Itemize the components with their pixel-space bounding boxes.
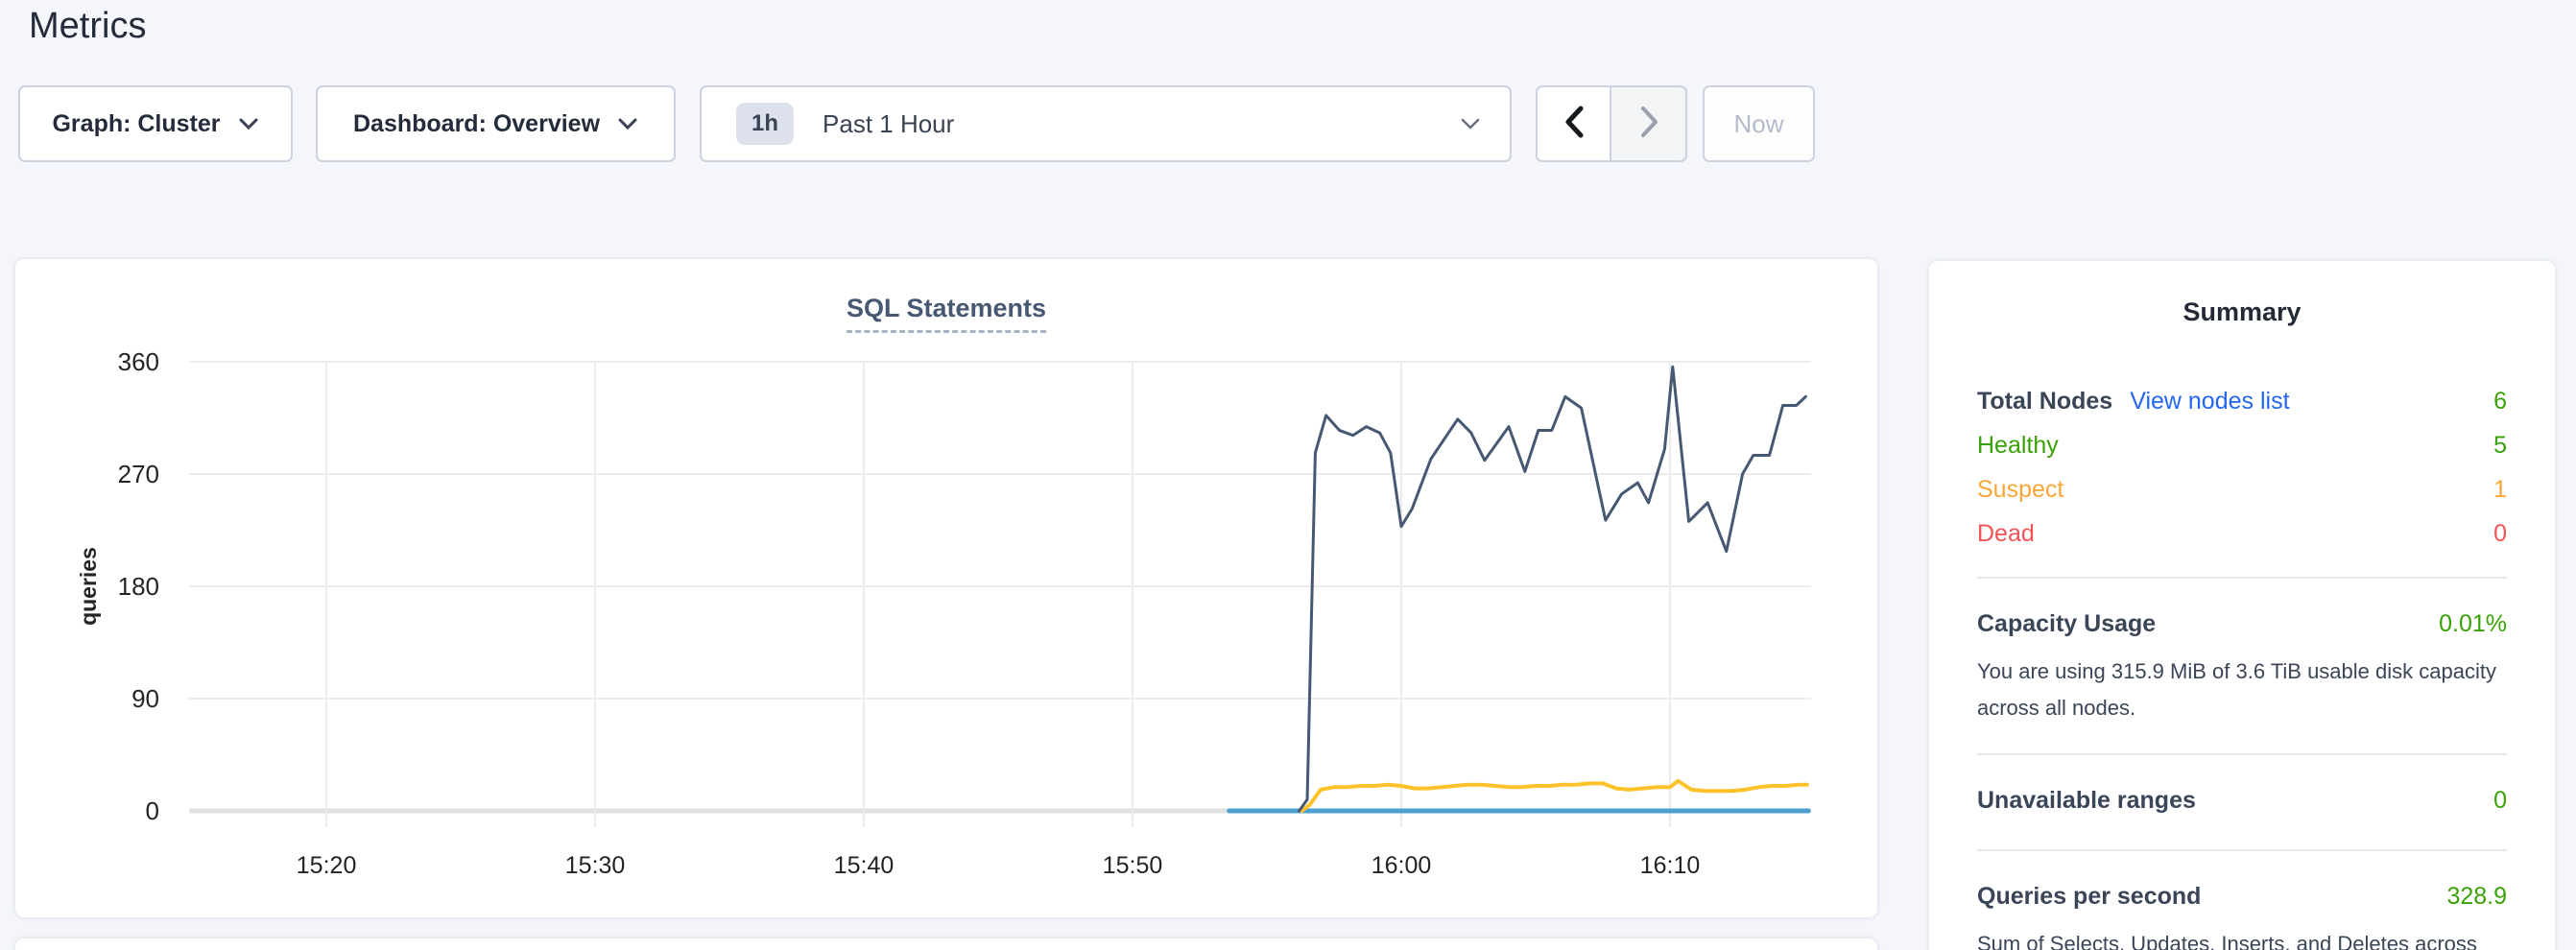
unavailable-ranges-section: Unavailable ranges 0 xyxy=(1977,776,2507,828)
x-axis-tick-label: 15:50 xyxy=(1103,852,1163,879)
x-axis-tick-label: 15:40 xyxy=(834,852,894,879)
graph-dropdown[interactable]: Graph: Cluster xyxy=(18,85,293,162)
capacity-usage-description: You are using 315.9 MiB of 3.6 TiB usabl… xyxy=(1977,659,2496,720)
healthy-value: 5 xyxy=(2493,431,2507,459)
chevron-right-icon xyxy=(1638,106,1659,143)
node-counts-block: Total Nodes View nodes list 6 Healthy 5 … xyxy=(1977,379,2507,556)
total-nodes-label: Total Nodes xyxy=(1977,387,2113,415)
dashboard-dropdown-label: Dashboard: Overview xyxy=(352,109,601,137)
graph-dropdown-label: Graph: Cluster xyxy=(52,109,221,137)
x-axis-tick-label: 16:10 xyxy=(1640,852,1701,879)
sql-statements-chart[interactable]: 0 90 180 270 360 15:20 15:30 15:40 15:50 16:00 16:… xyxy=(15,259,1877,917)
next-time-button[interactable] xyxy=(1611,85,1687,162)
now-button-label: Now xyxy=(1733,108,1784,138)
capacity-usage-label: Capacity Usage xyxy=(1977,609,2157,637)
x-axis-tick-label: 15:30 xyxy=(565,852,626,879)
dead-value: 0 xyxy=(2493,519,2507,547)
capacity-usage-section: Capacity Usage 0.01% You are using 315.9… xyxy=(1977,600,2507,732)
summary-panel: Summary Total Nodes View nodes list 6 He… xyxy=(1929,261,2555,950)
x-axis-tick-label: 15:20 xyxy=(297,852,357,879)
time-pager xyxy=(1536,85,1687,162)
y-axis-title: queries xyxy=(76,547,101,626)
time-range-dropdown[interactable]: 1h Past 1 Hour xyxy=(700,85,1512,162)
suspect-value: 1 xyxy=(2493,475,2507,503)
chevron-down-icon xyxy=(1460,117,1481,131)
chevron-down-icon xyxy=(617,117,638,131)
chart-title[interactable]: SQL Statements xyxy=(846,294,1047,333)
queries-per-second-section: Queries per second 328.9 Sum of Selects,… xyxy=(1977,872,2507,950)
yellow-series xyxy=(1300,778,1809,813)
time-range-label: Past 1 Hour xyxy=(823,108,955,138)
suspect-label: Suspect xyxy=(1977,475,2064,503)
chevron-left-icon xyxy=(1563,106,1585,143)
queries-per-second-description: Sum of Selects, Updates, Inserts, and De… xyxy=(1977,932,2477,950)
capacity-usage-value: 0.01% xyxy=(2439,609,2507,637)
chevron-down-icon xyxy=(238,117,259,131)
y-axis-tick-label: 180 xyxy=(118,572,159,601)
view-nodes-list-link[interactable]: View nodes list xyxy=(2130,387,2290,415)
time-range-badge: 1h xyxy=(736,103,795,145)
y-axis-tick-label: 270 xyxy=(118,460,159,488)
unavailable-ranges-label: Unavailable ranges xyxy=(1977,786,2196,814)
total-nodes-row: Total Nodes View nodes list 6 xyxy=(1977,379,2507,423)
total-nodes-value: 6 xyxy=(2493,387,2507,415)
navy-series xyxy=(1298,365,1807,813)
queries-per-second-value: 328.9 xyxy=(2446,882,2507,910)
y-axis-tick-label: 360 xyxy=(118,347,159,376)
sql-statements-chart-card: 0 90 180 270 360 15:20 15:30 15:40 15:50 16:00 16:… xyxy=(15,259,1877,917)
now-button[interactable]: Now xyxy=(1703,85,1815,162)
healthy-label: Healthy xyxy=(1977,431,2059,459)
divider xyxy=(1977,753,2507,755)
unavailable-ranges-value: 0 xyxy=(2493,786,2507,814)
page-title: Metrics xyxy=(29,6,147,46)
divider xyxy=(1977,849,2507,851)
suspect-nodes-row: Suspect 1 xyxy=(1977,467,2507,511)
divider xyxy=(1977,577,2507,579)
queries-per-second-label: Queries per second xyxy=(1977,882,2202,910)
y-axis-tick-label: 0 xyxy=(146,796,159,825)
healthy-nodes-row: Healthy 5 xyxy=(1977,423,2507,467)
dashboard-dropdown[interactable]: Dashboard: Overview xyxy=(316,85,676,162)
x-axis-tick-label: 16:00 xyxy=(1371,852,1432,879)
next-chart-card-partial xyxy=(15,938,1877,950)
dead-label: Dead xyxy=(1977,519,2035,547)
summary-title: Summary xyxy=(2182,297,2302,326)
previous-time-button[interactable] xyxy=(1536,85,1611,162)
dead-nodes-row: Dead 0 xyxy=(1977,511,2507,556)
y-axis-tick-label: 90 xyxy=(131,684,159,713)
